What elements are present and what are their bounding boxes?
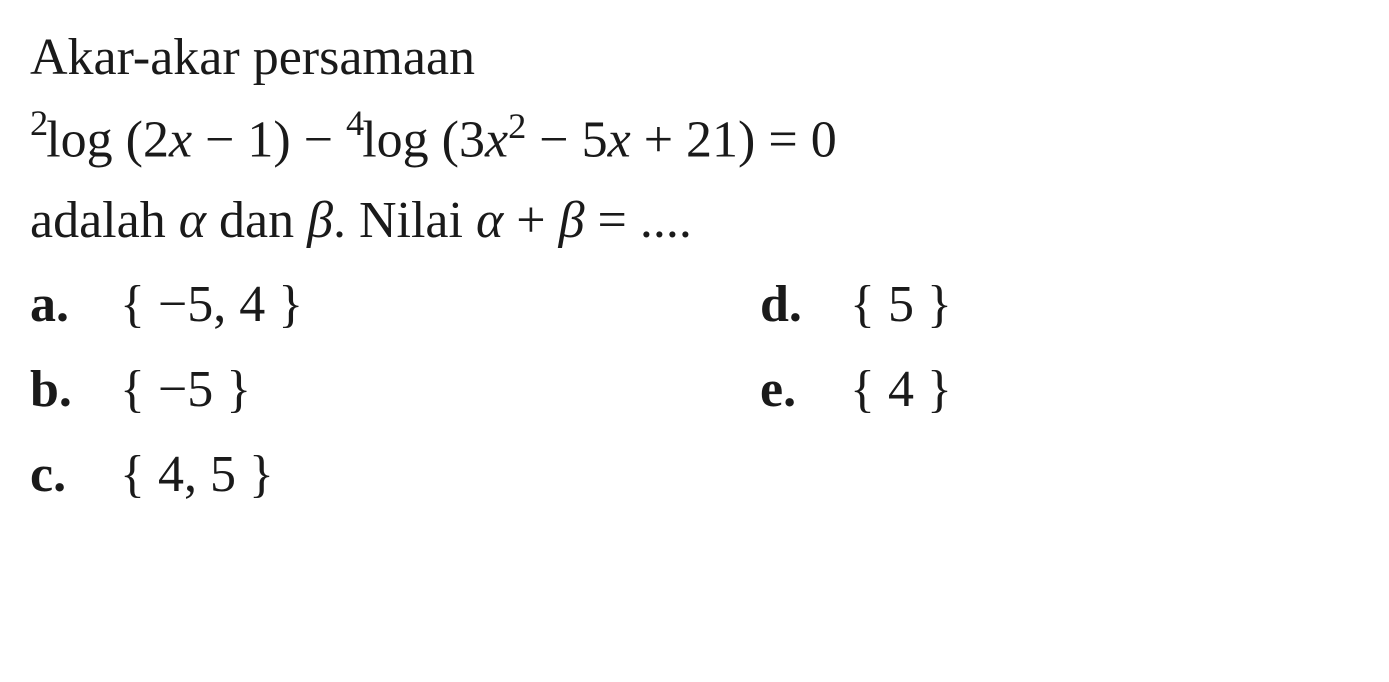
answer-value: { 4 }: [850, 352, 952, 427]
eq-part: log (3: [362, 112, 485, 169]
question-line-1: Akar-akar persamaan: [30, 20, 1359, 95]
answer-label: e.: [760, 352, 850, 427]
exponent: 2: [508, 106, 526, 146]
text-part: +: [503, 192, 558, 249]
answer-label: d.: [760, 267, 850, 342]
answer-label: c.: [30, 437, 120, 512]
answer-value: { 4, 5 }: [120, 437, 274, 512]
question-line-3: adalah α dan β. Nilai α + β = ....: [30, 183, 1359, 258]
answer-option-e: e. { 4 }: [760, 352, 1359, 427]
eq-part: + 21) = 0: [631, 112, 837, 169]
answer-value: { −5 }: [120, 352, 251, 427]
text-part: . Nilai: [333, 192, 476, 249]
answer-option-b: b. { −5 }: [30, 352, 760, 427]
eq-part: log (2: [46, 112, 169, 169]
log-base-2: 4: [346, 103, 364, 143]
log-base-1: 2: [30, 103, 48, 143]
beta-symbol: β: [307, 192, 333, 249]
beta-symbol: β: [559, 192, 585, 249]
answer-options: a. { −5, 4 } d. { 5 } b. { −5 } e. { 4 }…: [30, 267, 1359, 513]
alpha-symbol: α: [179, 192, 206, 249]
alpha-symbol: α: [476, 192, 503, 249]
var-x: x: [485, 112, 508, 169]
answer-label: b.: [30, 352, 120, 427]
answer-option-c: c. { 4, 5 }: [30, 437, 760, 512]
var-x: x: [169, 112, 192, 169]
answer-option-a: a. { −5, 4 }: [30, 267, 760, 342]
eq-part: − 5: [526, 112, 607, 169]
equation-line: 2log (2x − 1) − 4log (3x2 − 5x + 21) = 0: [30, 100, 1359, 178]
text-part: dan: [206, 192, 307, 249]
text-part: adalah: [30, 192, 179, 249]
text-part: = ....: [585, 192, 692, 249]
answer-option-d: d. { 5 }: [760, 267, 1359, 342]
eq-part: − 1) −: [192, 112, 346, 169]
answer-value: { −5, 4 }: [120, 267, 303, 342]
answer-value: { 5 }: [850, 267, 952, 342]
var-x: x: [608, 112, 631, 169]
answer-label: a.: [30, 267, 120, 342]
math-problem: Akar-akar persamaan 2log (2x − 1) − 4log…: [30, 20, 1359, 513]
